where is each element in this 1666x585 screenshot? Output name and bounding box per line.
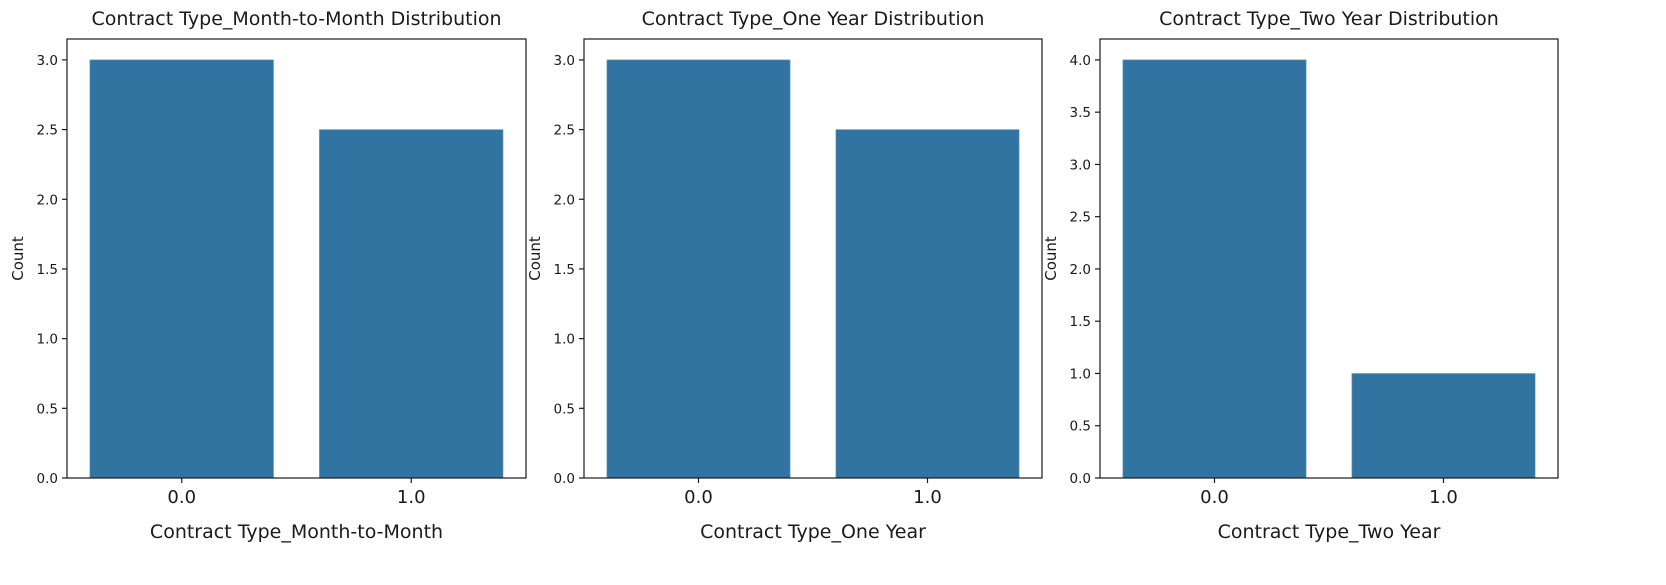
y-tick-label: 0.0 [1070, 471, 1091, 487]
x-tick-label: 0.0 [1200, 487, 1229, 508]
y-tick-label: 1.0 [37, 332, 58, 348]
x-tick-label: 0.0 [684, 487, 713, 508]
plot-frame [1099, 38, 1559, 479]
x-tick-label: 1.0 [397, 487, 426, 508]
chart-title: Contract Type_Two Year Distribution [1159, 8, 1499, 30]
y-axis-label: Count [1042, 236, 1060, 281]
chart-title: Contract Type_Month-to-Month Distributio… [91, 8, 501, 30]
y-tick-label: 3.0 [37, 53, 58, 69]
y-axis-label: Count [526, 236, 544, 281]
y-tick-label: 1.5 [554, 262, 575, 278]
x-tick-label: 1.0 [913, 487, 942, 508]
y-tick-label: 4.0 [1070, 53, 1091, 69]
x-axis-label: Contract Type_One Year [700, 521, 926, 543]
y-tick-label: 2.5 [1070, 210, 1091, 226]
bar-1.0 [319, 129, 504, 479]
chart-panel-2: 0.0 0.5 1.0 1.5 2.0 2.5 3.0 0.0 1.0 Contract Type… [526, 8, 1043, 543]
chart-title: Contract Type_One Year Distribution [642, 8, 985, 30]
y-tick-label: 2.0 [554, 192, 575, 208]
y-tick-label: 2.5 [37, 123, 58, 139]
plot-frame [66, 38, 527, 479]
y-tick-label: 1.5 [1070, 314, 1091, 330]
y-tick-label: 1.5 [37, 262, 58, 278]
y-tick-label: 0.5 [1070, 419, 1091, 435]
y-tick-label: 0.5 [37, 401, 58, 417]
x-tick-label: 0.0 [167, 487, 196, 508]
bar-0.0 [1122, 59, 1307, 479]
y-tick-label: 1.0 [1070, 366, 1091, 382]
y-tick-label: 1.0 [554, 332, 575, 348]
bar-0.0 [606, 59, 791, 479]
y-tick-label: 3.0 [1070, 157, 1091, 173]
plot-frame [583, 38, 1043, 479]
y-tick-label: 2.5 [554, 123, 575, 139]
y-tick-label: 0.5 [554, 401, 575, 417]
y-tick-label: 0.0 [37, 471, 58, 487]
bar-0.0 [89, 59, 274, 479]
x-tick-label: 1.0 [1429, 487, 1458, 508]
chart-panel-3: 0.0 0.5 1.0 1.5 2.0 2.5 3.0 3.5 4.0 0.0 1.0 Contrac… [1042, 8, 1559, 543]
x-axis-label: Contract Type_Two Year [1218, 521, 1441, 543]
y-axis-label: Count [9, 236, 27, 281]
bar-1.0 [835, 129, 1020, 479]
y-tick-label: 3.0 [554, 53, 575, 69]
chart-panel-1: 0.0 0.5 1.0 1.5 2.0 2.5 3.0 0.0 1.0 Contract Type… [9, 8, 527, 543]
bar-1.0 [1351, 373, 1536, 479]
x-axis-label: Contract Type_Month-to-Month [150, 521, 443, 543]
y-tick-label: 2.0 [37, 192, 58, 208]
y-tick-label: 3.5 [1070, 105, 1091, 121]
y-tick-label: 2.0 [1070, 262, 1091, 278]
y-tick-label: 0.0 [554, 471, 575, 487]
